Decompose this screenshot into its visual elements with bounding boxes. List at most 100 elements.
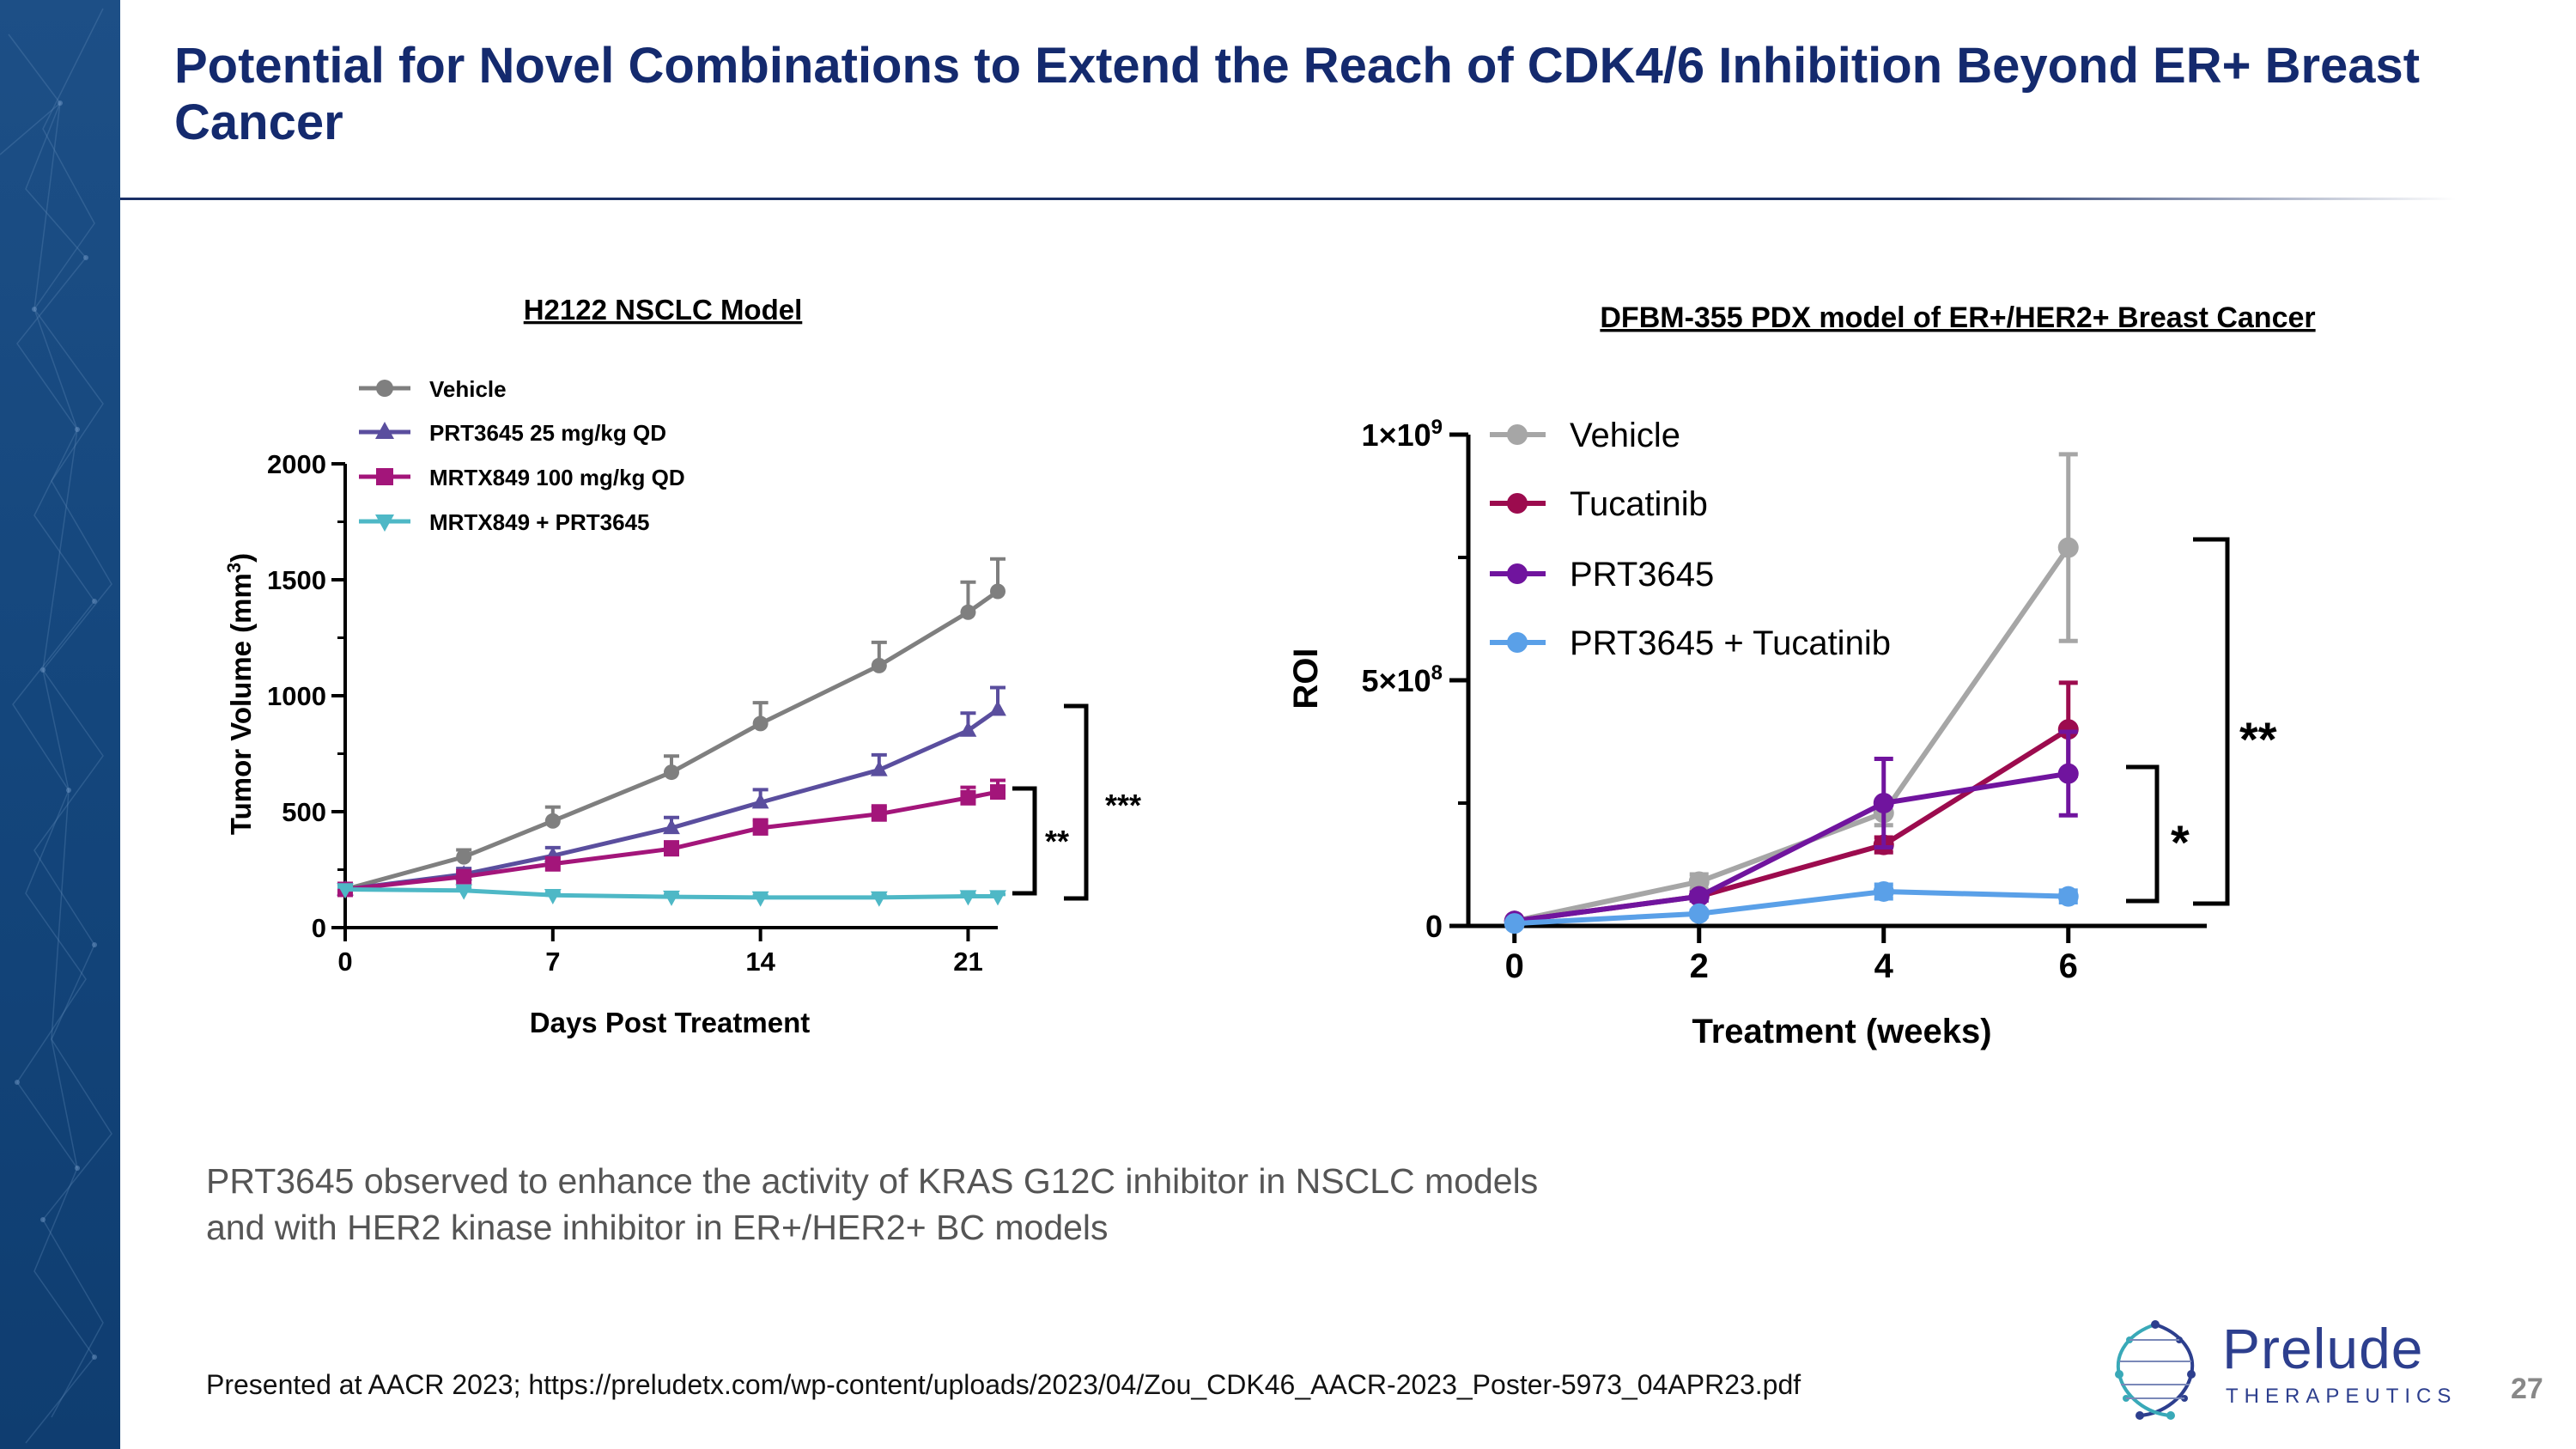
data-point bbox=[1688, 903, 1710, 924]
chart-left-series-2: PRT3645 25 mg/kg QD bbox=[337, 420, 1006, 896]
chart-left-x-tick-label: 0 bbox=[337, 947, 352, 977]
page-number: 27 bbox=[2511, 1373, 2543, 1405]
data-point bbox=[1688, 871, 1710, 892]
dfbm-355-pdx-chart: DFBM-355 PDX model of ER+/HER2+ Breast C… bbox=[1287, 301, 2316, 1050]
chart-right-y-tick-label: 5×108 bbox=[1362, 661, 1443, 698]
chart-left-x-label: Days Post Treatment bbox=[530, 1007, 810, 1038]
chart-left-series-3: MRTX849 100 mg/kg QD bbox=[337, 465, 1005, 898]
data-point bbox=[1873, 793, 1894, 813]
chart-right-x-tick-label: 4 bbox=[1874, 947, 1894, 985]
significance-label: ** bbox=[2239, 712, 2277, 766]
legend-marker bbox=[1507, 424, 1528, 445]
data-point bbox=[663, 890, 680, 906]
decorative-side-band bbox=[0, 0, 120, 1449]
chart-right-x-label: Treatment (weeks) bbox=[1692, 1013, 1991, 1050]
chart-right-y-tick-label: 0 bbox=[1425, 909, 1443, 944]
data-point bbox=[990, 583, 1005, 600]
data-point bbox=[960, 604, 976, 620]
data-point bbox=[664, 841, 679, 857]
legend-marker bbox=[1507, 493, 1528, 514]
data-point bbox=[2057, 537, 2079, 558]
tick-exponent: 8 bbox=[1431, 661, 1443, 685]
data-point bbox=[870, 760, 888, 776]
significance-bracket-inner bbox=[1012, 786, 1037, 896]
prelude-logo: Prelude THERAPEUTICS bbox=[2095, 1314, 2456, 1426]
data-point bbox=[664, 764, 679, 781]
data-point bbox=[989, 700, 1006, 716]
dna-helix-icon bbox=[2115, 1320, 2196, 1420]
series-line bbox=[344, 708, 999, 892]
series-line bbox=[1514, 888, 2069, 927]
logo-wordmark: Prelude bbox=[2222, 1317, 2424, 1380]
chart-right-series-2: Tucatinib bbox=[1490, 485, 2079, 932]
significance-label: *** bbox=[1105, 788, 1141, 823]
summary-text: PRT3645 observed to enhance the activity… bbox=[206, 1158, 1752, 1251]
data-point bbox=[1504, 913, 1525, 935]
legend-marker bbox=[1507, 632, 1528, 653]
chart-right-series-4: PRT3645 + Tucatinib bbox=[1490, 624, 2079, 935]
chart-left-y-label-sup: 3 bbox=[223, 563, 245, 573]
data-point bbox=[2057, 719, 2079, 740]
data-point bbox=[544, 855, 561, 872]
summary-line-2: and with HER2 kinase inhibitor in ER+/HE… bbox=[206, 1208, 1109, 1247]
data-point bbox=[751, 891, 769, 907]
legend-label: Vehicle bbox=[429, 376, 507, 402]
reference-footnote: Presented at AACR 2023; https://preludet… bbox=[206, 1369, 1801, 1400]
data-point bbox=[752, 715, 769, 732]
legend-label: PRT3645 bbox=[1570, 556, 1714, 594]
chart-left-series-4: MRTX849 + PRT3645 bbox=[337, 509, 1006, 907]
chart-left-y-tick-label: 2000 bbox=[267, 449, 326, 479]
legend-marker bbox=[1507, 563, 1528, 584]
data-point bbox=[2057, 886, 2079, 907]
significance-bracket-outer bbox=[2193, 537, 2230, 906]
h2122-nsclc-chart: H2122 NSCLC Model 0 500 1000 1500 2000 0 7 14 21 D… bbox=[223, 294, 1141, 1038]
chart-left-x-tick-label: 7 bbox=[545, 947, 560, 977]
series-line bbox=[344, 886, 998, 900]
tick-mantissa: 0 bbox=[1425, 909, 1443, 944]
data-point bbox=[2057, 763, 2079, 784]
data-point bbox=[544, 889, 562, 904]
chart-right-x-tick-label: 0 bbox=[1505, 947, 1524, 985]
data-point bbox=[871, 657, 887, 673]
legend-marker bbox=[376, 380, 393, 397]
chart-left-x-tick-label: 21 bbox=[953, 947, 982, 977]
legend-label: PRT3645 25 mg/kg QD bbox=[429, 420, 666, 446]
data-point bbox=[959, 890, 977, 906]
chart-right-series-3: PRT3645 bbox=[1490, 556, 2079, 932]
slide-title: Potential for Novel Combinations to Exte… bbox=[174, 38, 2421, 150]
chart-left-title: H2122 NSCLC Model bbox=[524, 294, 803, 326]
legend-label: Vehicle bbox=[1570, 417, 1680, 454]
data-point bbox=[989, 890, 1006, 906]
data-point bbox=[990, 784, 1005, 801]
tick-mantissa: 1×10 bbox=[1362, 417, 1431, 453]
tick-exponent: 9 bbox=[1431, 416, 1443, 439]
legend-marker bbox=[375, 422, 394, 439]
legend-label: MRTX849 100 mg/kg QD bbox=[429, 465, 685, 490]
series-line bbox=[1514, 545, 2071, 924]
series-line bbox=[344, 789, 999, 892]
legend-marker bbox=[375, 514, 394, 532]
data-point bbox=[544, 813, 561, 829]
data-point bbox=[751, 793, 769, 809]
data-point bbox=[1688, 886, 1710, 907]
significance-bracket-inner bbox=[2126, 764, 2160, 904]
data-point bbox=[871, 806, 887, 822]
significance-label: ** bbox=[1045, 824, 1069, 859]
significance-label: * bbox=[2171, 815, 2190, 869]
legend-marker bbox=[376, 468, 393, 485]
significance-bracket-outer bbox=[1064, 703, 1089, 901]
data-point bbox=[1873, 880, 1894, 902]
tick-mantissa: 5×10 bbox=[1362, 663, 1431, 698]
chart-right-x-tick-label: 2 bbox=[1690, 947, 1709, 985]
chart-left-y-tick-label: 1000 bbox=[267, 681, 326, 711]
legend-label: Tucatinib bbox=[1570, 485, 1708, 523]
data-point bbox=[960, 789, 976, 806]
chart-left-y-tick-label: 1500 bbox=[267, 565, 326, 595]
chart-left-y-tick-label: 0 bbox=[312, 913, 326, 943]
title-divider bbox=[120, 198, 2456, 200]
chart-left-y-label-end: ) bbox=[225, 553, 257, 563]
summary-line-1: PRT3645 observed to enhance the activity… bbox=[206, 1161, 1539, 1201]
chart-right-y-tick-label: 1×109 bbox=[1362, 416, 1443, 453]
data-point bbox=[455, 884, 473, 900]
